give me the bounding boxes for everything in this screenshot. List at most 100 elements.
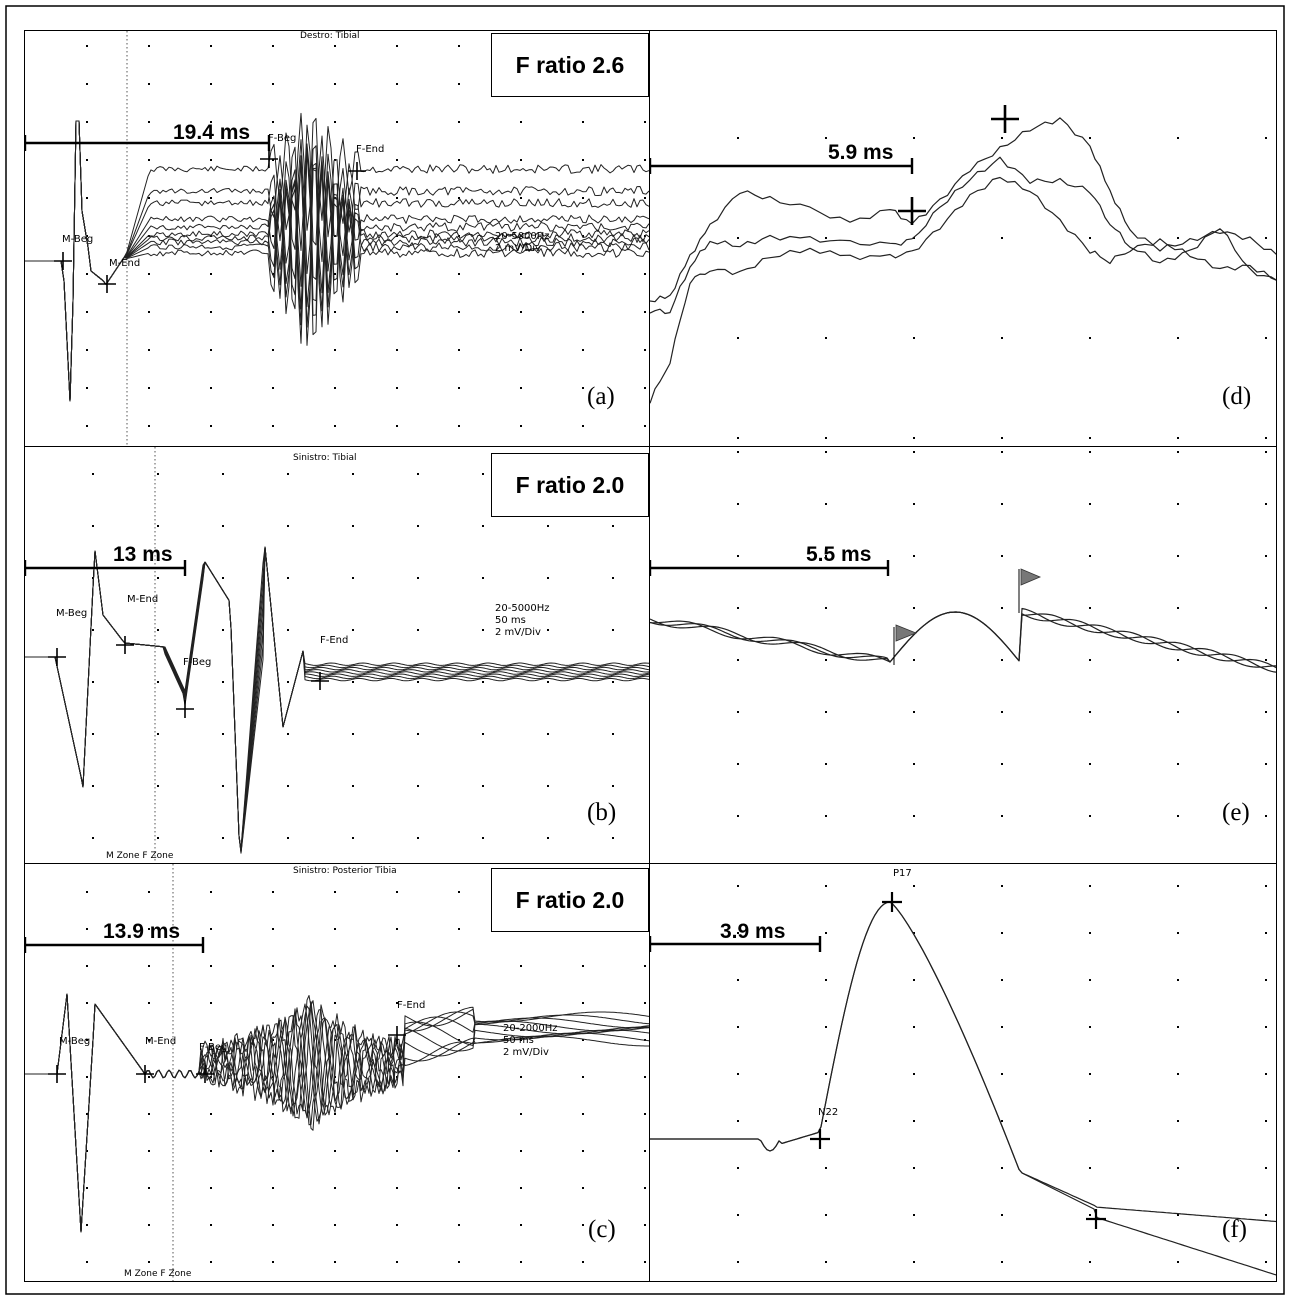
panel-f-grid	[737, 885, 1267, 1263]
panel-d-grid	[737, 137, 1267, 439]
panel-a-cross-mbeg	[54, 252, 72, 270]
panel-b-marker-mbeg: M-Beg	[56, 608, 88, 619]
panel-b-cross-fend	[311, 672, 329, 690]
panel-f-peak-n22: N22	[818, 1107, 839, 1118]
panel-b-label: (b)	[587, 799, 617, 826]
panel-a-trace-4	[25, 120, 649, 402]
panel-a-marker-fbeg: F-Beg	[268, 133, 297, 144]
panel-b-trace-0	[25, 546, 649, 850]
panel-a-latency: 19.4 ms	[173, 121, 251, 144]
panel-b: Sinistro: Tibial F ratio 2.0 13 ms M-Beg…	[24, 446, 650, 864]
panel-d-cross-peak	[991, 105, 1019, 133]
panel-f-latency: 3.9 ms	[720, 920, 786, 943]
panel-e-latency: 5.5 ms	[806, 543, 872, 566]
panel-c-marker-mbeg: M-Beg	[59, 1036, 91, 1047]
panel-a-title: Destro: Tibial	[300, 31, 360, 41]
panel-a-cross-mend	[98, 275, 116, 293]
panel-c-cross-mend	[136, 1065, 154, 1083]
panel-b-zones: M Zone F Zone	[106, 851, 174, 861]
panel-b-traces	[25, 447, 649, 863]
panel-a: Destro: Tibial F ratio 2.6 19.4 ms M-Beg…	[24, 30, 650, 447]
panel-b-grid	[92, 473, 614, 839]
panel-c-title: Sinistro: Posterior Tibia	[293, 866, 397, 876]
panel-a-trace-9	[25, 120, 649, 402]
panel-c-cross-fbeg	[196, 1065, 214, 1083]
panel-d-trace-0	[650, 117, 1276, 303]
panel-b-ratio-box: F ratio 2.0	[491, 453, 649, 517]
panel-f-cross-end	[1086, 1209, 1106, 1229]
panel-a-ratio-box: F ratio 2.6	[491, 33, 649, 97]
panel-a-marker-mbeg: M-Beg	[62, 234, 94, 245]
panel-b-marker-mend: M-End	[127, 594, 159, 605]
panel-d-label: (d)	[1222, 383, 1252, 410]
panel-b-marker-fend: F-End	[320, 635, 349, 646]
panel-b-scale-bar	[25, 560, 187, 576]
panel-a-marker-mend: M-End	[109, 258, 141, 269]
panel-e-trace-1	[650, 611, 1276, 673]
panel-f-cross-n22	[810, 1129, 830, 1149]
panel-b-settings: 20-5000Hz 50 ms 2 mV/Div	[495, 603, 550, 638]
panel-b-trace-1	[25, 546, 649, 851]
panel-c-label: (c)	[588, 1216, 616, 1243]
panel-b-trace-7	[25, 546, 649, 854]
panel-c-traces	[25, 864, 649, 1281]
panel-e-grid	[737, 451, 1267, 817]
panel-f-cross-p17	[882, 892, 902, 912]
panel-c-ratio-box: F ratio 2.0	[491, 868, 649, 932]
panel-f-traces	[650, 885, 1276, 1276]
panel-c-grid	[86, 891, 646, 1263]
panel-a-cross-fbeg	[260, 150, 278, 168]
panel-a-marker-fend: F-End	[356, 144, 385, 155]
panel-d-trace-2	[650, 176, 1276, 404]
panel-e: 5.5 ms (e)	[649, 446, 1277, 864]
panel-e-traces	[650, 451, 1276, 817]
panel-e-label: (e)	[1222, 799, 1250, 826]
panel-a-settings: 20-5000Hz 2 mV/Div	[495, 231, 550, 254]
panel-f: 3.9 ms P17 N22 (f)	[649, 863, 1277, 1282]
panel-c-trace-8	[25, 993, 649, 1233]
panel-a-trace-7	[25, 120, 649, 402]
panel-a-cross-fend	[348, 162, 366, 180]
panel-f-trace-0	[650, 901, 1276, 1223]
panel-b-title: Sinistro: Tibial	[293, 453, 357, 463]
panel-c-zones: M Zone F Zone	[124, 1269, 192, 1279]
panel-c-marker-fbeg: F-Beg	[199, 1042, 228, 1053]
panel-b-cross-fbeg	[176, 700, 194, 718]
panel-b-trace-5	[25, 546, 649, 853]
panel-a-trace-8	[25, 120, 649, 402]
panel-b-trace-2	[25, 546, 649, 851]
panel-c-cross-fend	[388, 1026, 406, 1044]
panel-a-trace-2	[25, 120, 649, 402]
panel-c-cross-mbeg	[48, 1065, 66, 1083]
panel-d-trace-1	[650, 156, 1276, 315]
panel-b-trace-6	[25, 546, 649, 854]
panel-b-cross-mbeg	[48, 648, 66, 666]
panel-d-scale-bar	[650, 158, 914, 174]
panel-d-latency: 5.9 ms	[828, 141, 894, 164]
panel-b-marker-fbeg: F-Beg	[183, 657, 212, 668]
panel-d-traces	[650, 105, 1276, 439]
panel-e-trace-2	[650, 611, 1276, 668]
panel-c-marker-fend: F-End	[397, 1000, 426, 1011]
panel-e-scale-bar	[650, 560, 890, 576]
panel-f-trace-1	[650, 901, 1276, 1276]
panel-d-cross-onset	[898, 197, 926, 225]
panel-c-latency: 13.9 ms	[103, 920, 181, 943]
panel-c-marker-mend: M-End	[145, 1036, 177, 1047]
panel-e-flag-2	[1020, 568, 1042, 586]
panel-c: Sinistro: Posterior Tibia F ratio 2.0 13…	[24, 863, 650, 1282]
panel-f-label: (f)	[1222, 1216, 1247, 1243]
panel-b-trace-4	[25, 546, 649, 852]
panel-a-scale-bar	[25, 135, 271, 151]
panel-f-peak-p17: P17	[893, 868, 912, 879]
panel-a-traces	[25, 31, 649, 446]
panel-a-trace-3	[25, 120, 649, 402]
panel-e-flag-1	[895, 624, 918, 642]
panel-a-trace-1	[25, 120, 649, 402]
panel-c-scale-bar	[25, 937, 205, 953]
panel-f-scale-bar	[650, 936, 822, 952]
panel-b-cross-mend	[116, 636, 134, 654]
panel-d: 5.9 ms (d)	[649, 30, 1277, 447]
panel-a-label: (a)	[587, 383, 615, 410]
